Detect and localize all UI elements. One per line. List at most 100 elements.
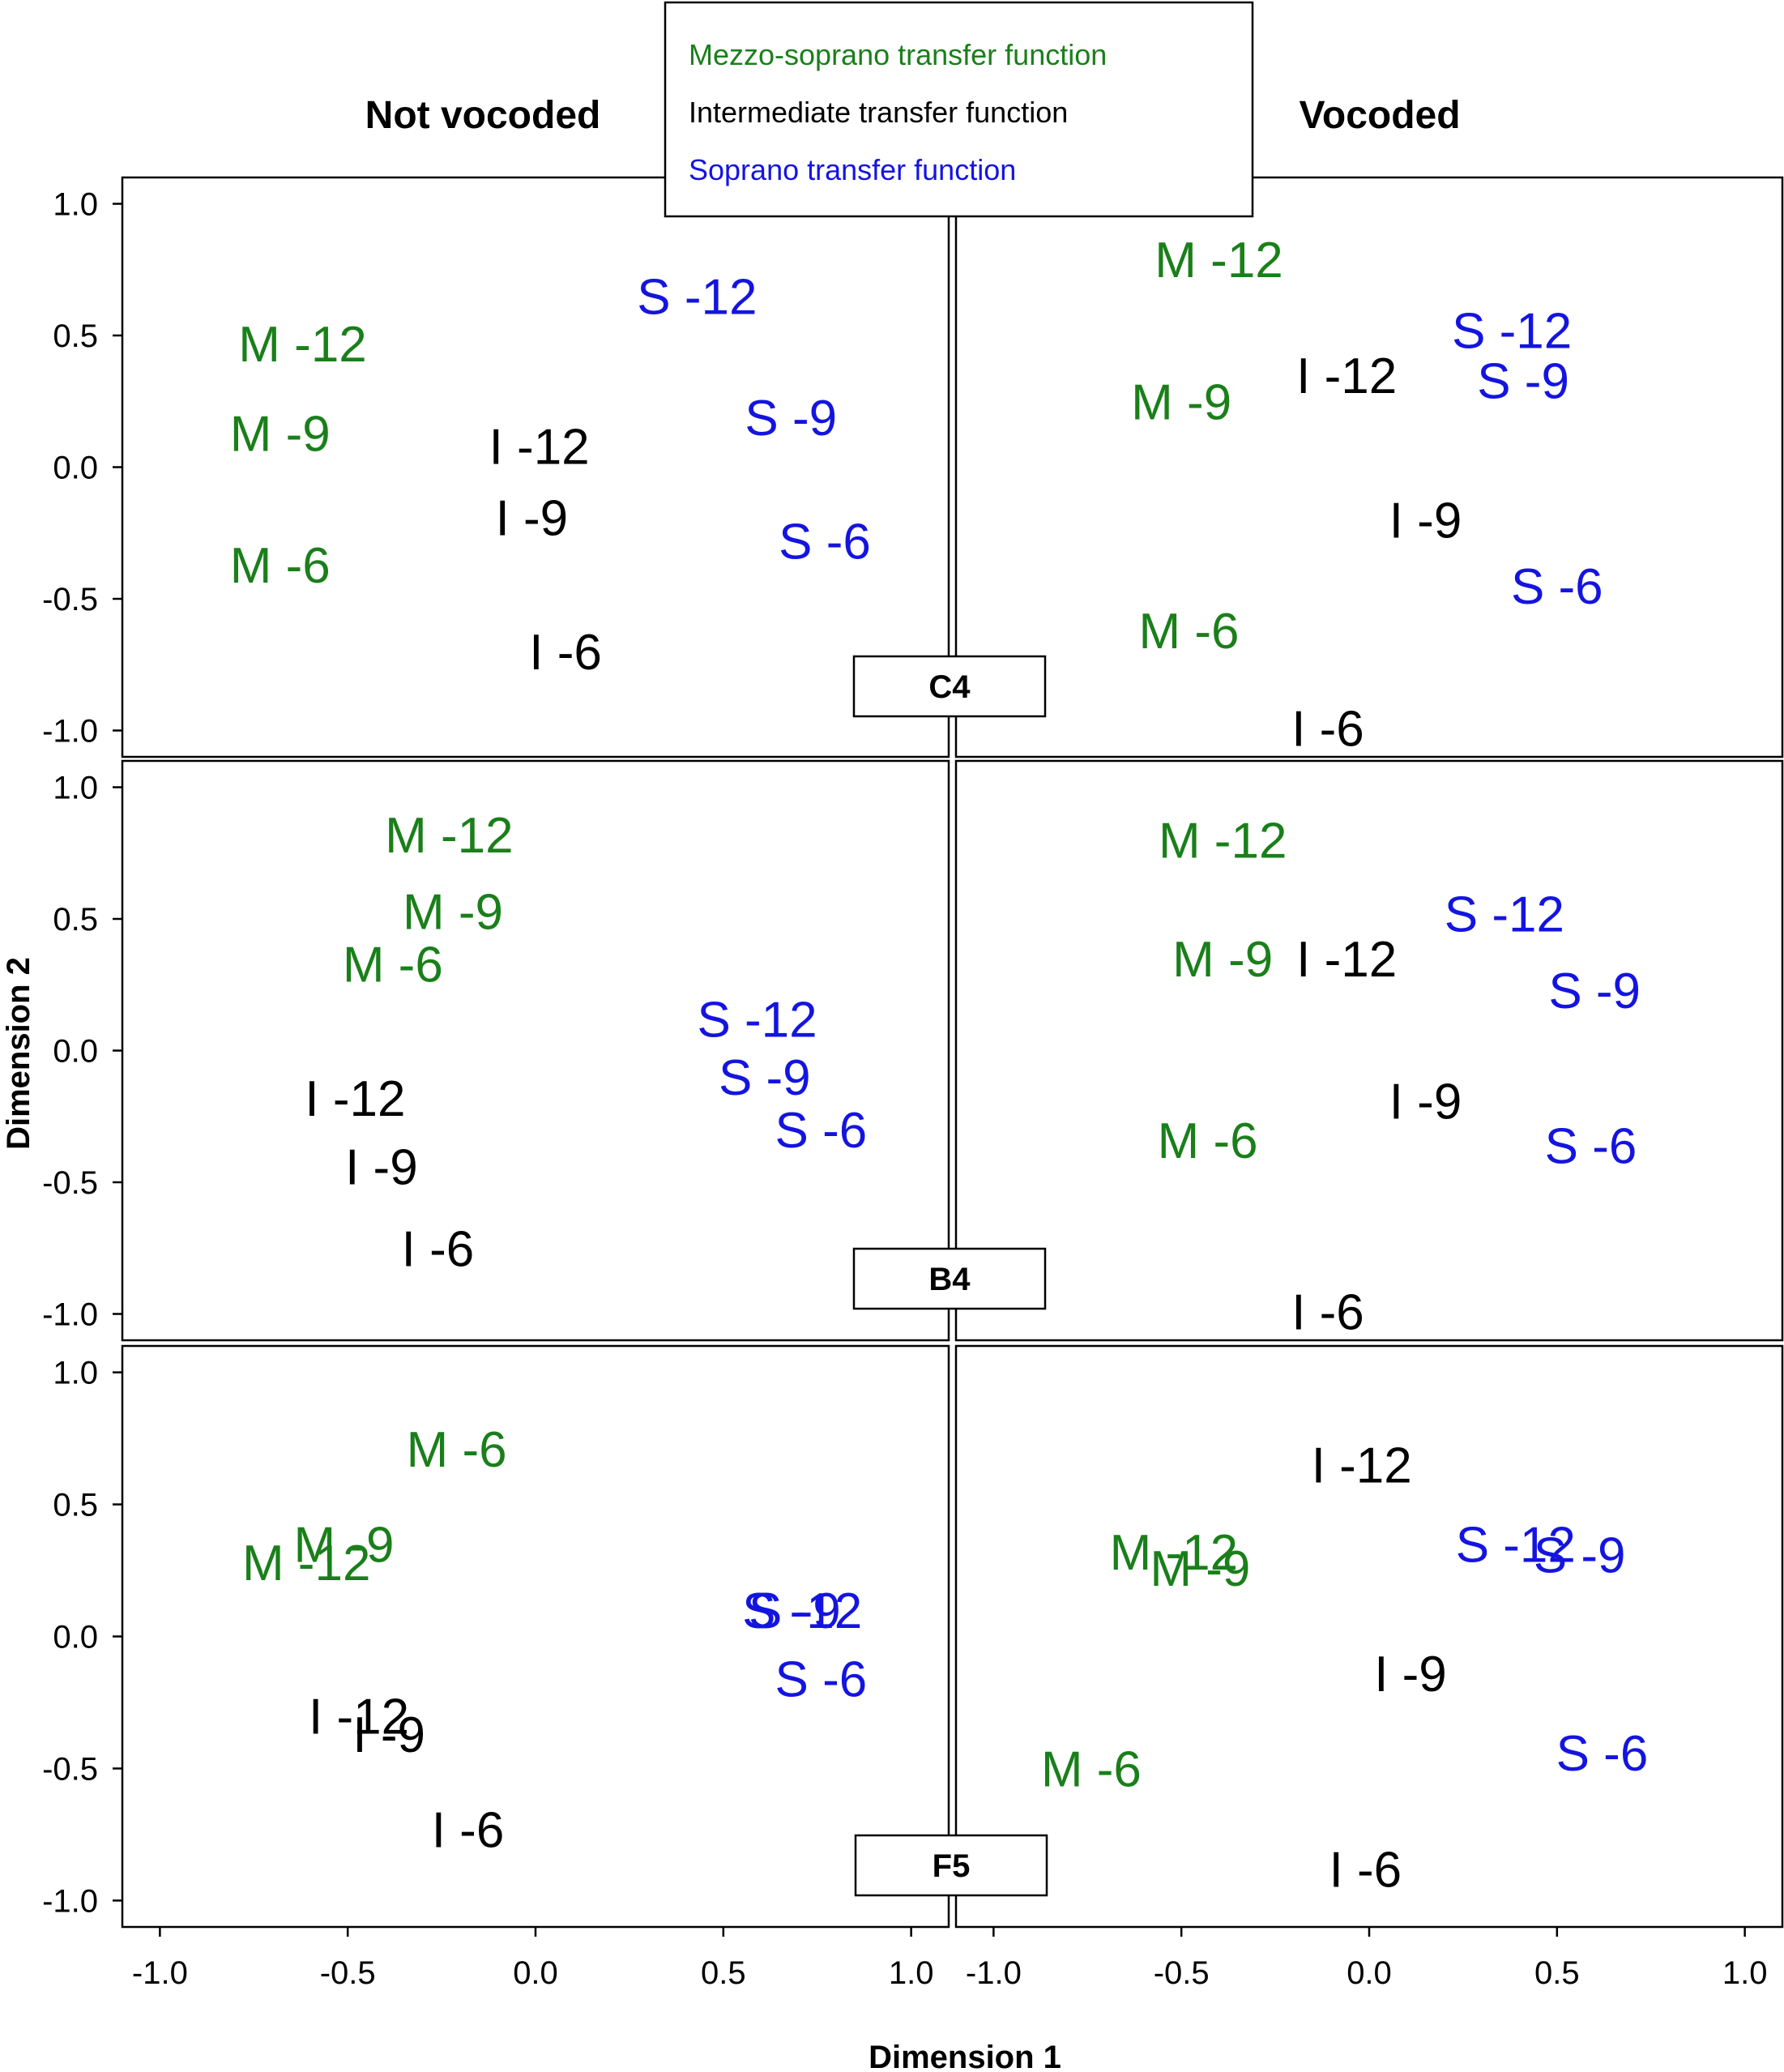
y-tick-label: -0.5 (42, 1751, 98, 1787)
x-tick-label: 0.5 (1534, 1955, 1580, 1991)
row-label-text: B4 (928, 1262, 971, 1297)
x-axis-title: Dimension 1 (869, 2040, 1061, 2072)
x-tick-label: -1.0 (966, 1955, 1022, 1991)
y-tick-label: 0.5 (53, 1488, 98, 1523)
y-tick-label: 1.0 (53, 187, 98, 223)
column-title-vocoded: Vocoded (1299, 94, 1460, 137)
point-m-9: M -9 (1131, 374, 1231, 430)
point-i-6: I -6 (529, 625, 602, 681)
point-i-6: I -6 (432, 1802, 505, 1858)
point-s-12: S -12 (1445, 887, 1564, 943)
panel-frame (954, 759, 1784, 1342)
point-i-9: I -9 (1374, 1647, 1447, 1702)
point-s-12: S -12 (697, 993, 817, 1049)
point-s-6: S -6 (779, 515, 871, 570)
x-tick-label: 0.0 (1347, 1955, 1392, 1991)
point-s-9: S -9 (749, 1583, 841, 1639)
point-i-12: I -12 (309, 1689, 409, 1745)
point-m-9: M -9 (230, 406, 331, 462)
y-tick-label: -1.0 (42, 1297, 98, 1333)
point-i-6: I -6 (1329, 1842, 1402, 1898)
point-m-9: M -9 (294, 1517, 395, 1573)
point-i-12: I -12 (1296, 348, 1397, 404)
y-tick-label: 0.5 (53, 318, 98, 354)
row-label-f5: F5 (854, 1834, 1048, 1897)
point-i-9: I -9 (352, 1707, 425, 1763)
panel-frame (121, 176, 950, 758)
row-label-b4: B4 (852, 1247, 1047, 1310)
point-i-9: I -9 (496, 490, 569, 546)
legend-entry-intermediate: Intermediate transfer function (689, 96, 1068, 129)
legend-entry-mezzo: Mezzo-soprano transfer function (689, 38, 1107, 71)
legend-entry-soprano: Soprano transfer function (689, 153, 1016, 186)
panel-frame (121, 759, 950, 1342)
point-m-12: M -12 (1159, 814, 1287, 869)
point-i-12: I -12 (489, 420, 590, 476)
point-i-6: I -6 (402, 1221, 475, 1277)
row-label-box (854, 1834, 1048, 1897)
row-label-box (852, 655, 1047, 718)
point-s-6: S -6 (775, 1103, 868, 1159)
panel-frame (954, 1344, 1784, 1929)
point-i-12: I -12 (1312, 1438, 1412, 1494)
point-s-6: S -6 (1511, 559, 1603, 615)
point-s-12: S -12 (742, 1583, 862, 1639)
point-i-12: I -12 (1296, 932, 1397, 988)
x-tick-label: 1.0 (889, 1955, 934, 1991)
x-tick-label: -0.5 (1154, 1955, 1210, 1991)
point-s-12: S -12 (1456, 1517, 1576, 1573)
point-m-12: M -12 (238, 317, 366, 373)
column-title-not-vocoded: Not vocoded (365, 94, 601, 137)
panels-layer: -1.0-0.50.00.51.0M -12M -9M -6I -12I -9I… (42, 176, 1784, 1991)
panel-c4-not-vocoded: -1.0 -0.5 0.0 0.5 1.0 M -12 M -9 M -6 I -12 I -9 I… (42, 176, 950, 758)
point-s-12: S -12 (1452, 304, 1572, 360)
point-i-12: I -12 (305, 1071, 405, 1127)
point-i-9: I -9 (1389, 1074, 1462, 1130)
point-m-9: M -9 (1150, 1541, 1250, 1597)
point-s-9: S -9 (745, 391, 837, 446)
point-s-12: S -12 (637, 269, 757, 325)
x-tick-label: -1.0 (132, 1955, 188, 1991)
panel-b4-not-vocoded: -1.0 -0.5 0.0 0.5 1.0 M -12 M -9M -6 I -12 I -9 I… (42, 759, 950, 1342)
y-tick-label: -0.5 (42, 582, 98, 617)
point-m-9: M -9 (403, 884, 503, 940)
point-s-9: S -9 (719, 1050, 811, 1106)
y-tick-label: 0.5 (53, 902, 98, 938)
legend-box (664, 1, 1254, 218)
point-i-9: I -9 (1389, 493, 1462, 549)
point-s-9: S -9 (1477, 353, 1569, 409)
point-m-12: M -12 (1110, 1525, 1238, 1581)
row-label-text: F5 (933, 1848, 971, 1884)
y-tick-label: -0.5 (42, 1165, 98, 1201)
point-m-12: M -12 (1154, 233, 1283, 288)
point-m-6: M -6 (230, 538, 331, 594)
point-m-6: M -6 (1158, 1113, 1258, 1169)
panel-c4-vocoded: M -12 M -9 M -6 I -12 I -9 I -6 S -12S -9 S -6 (954, 176, 1784, 758)
row-label-text: C4 (928, 669, 971, 705)
point-m-9: M -9 (1172, 932, 1273, 988)
x-tick-label: 0.5 (701, 1955, 746, 1991)
point-s-6: S -6 (1545, 1119, 1637, 1175)
point-s-9: S -9 (1534, 1527, 1626, 1583)
panel-f5-vocoded: -1.0 -0.5 0.0 0.5 1.0 M -12M -9 M -6 I -12 I -9 I… (954, 1344, 1784, 1991)
point-s-6: S -6 (1556, 1726, 1649, 1782)
point-m-12: M -12 (385, 808, 513, 864)
point-s-6: S -6 (775, 1652, 868, 1708)
point-m-6: M -6 (1041, 1741, 1142, 1797)
y-tick-label: 1.0 (53, 771, 98, 806)
x-tick-label: -0.5 (320, 1955, 376, 1991)
x-tick-label: 0.0 (513, 1955, 558, 1991)
point-m-12: M -12 (242, 1536, 370, 1591)
y-tick-label: 0.0 (53, 1034, 98, 1070)
row-label-box (852, 1247, 1047, 1310)
y-tick-label: -1.0 (42, 714, 98, 750)
point-s-9: S -9 (1548, 963, 1641, 1019)
point-m-6: M -6 (343, 937, 443, 993)
row-labels-layer: C4 B4 F5 (852, 655, 1048, 1897)
point-i-6: I -6 (1291, 701, 1364, 757)
x-tick-label: 1.0 (1722, 1955, 1768, 1991)
point-m-6: M -6 (1138, 604, 1239, 660)
y-tick-label: 1.0 (53, 1356, 98, 1391)
y-tick-label: 0.0 (53, 451, 98, 486)
y-tick-label: 0.0 (53, 1620, 98, 1655)
